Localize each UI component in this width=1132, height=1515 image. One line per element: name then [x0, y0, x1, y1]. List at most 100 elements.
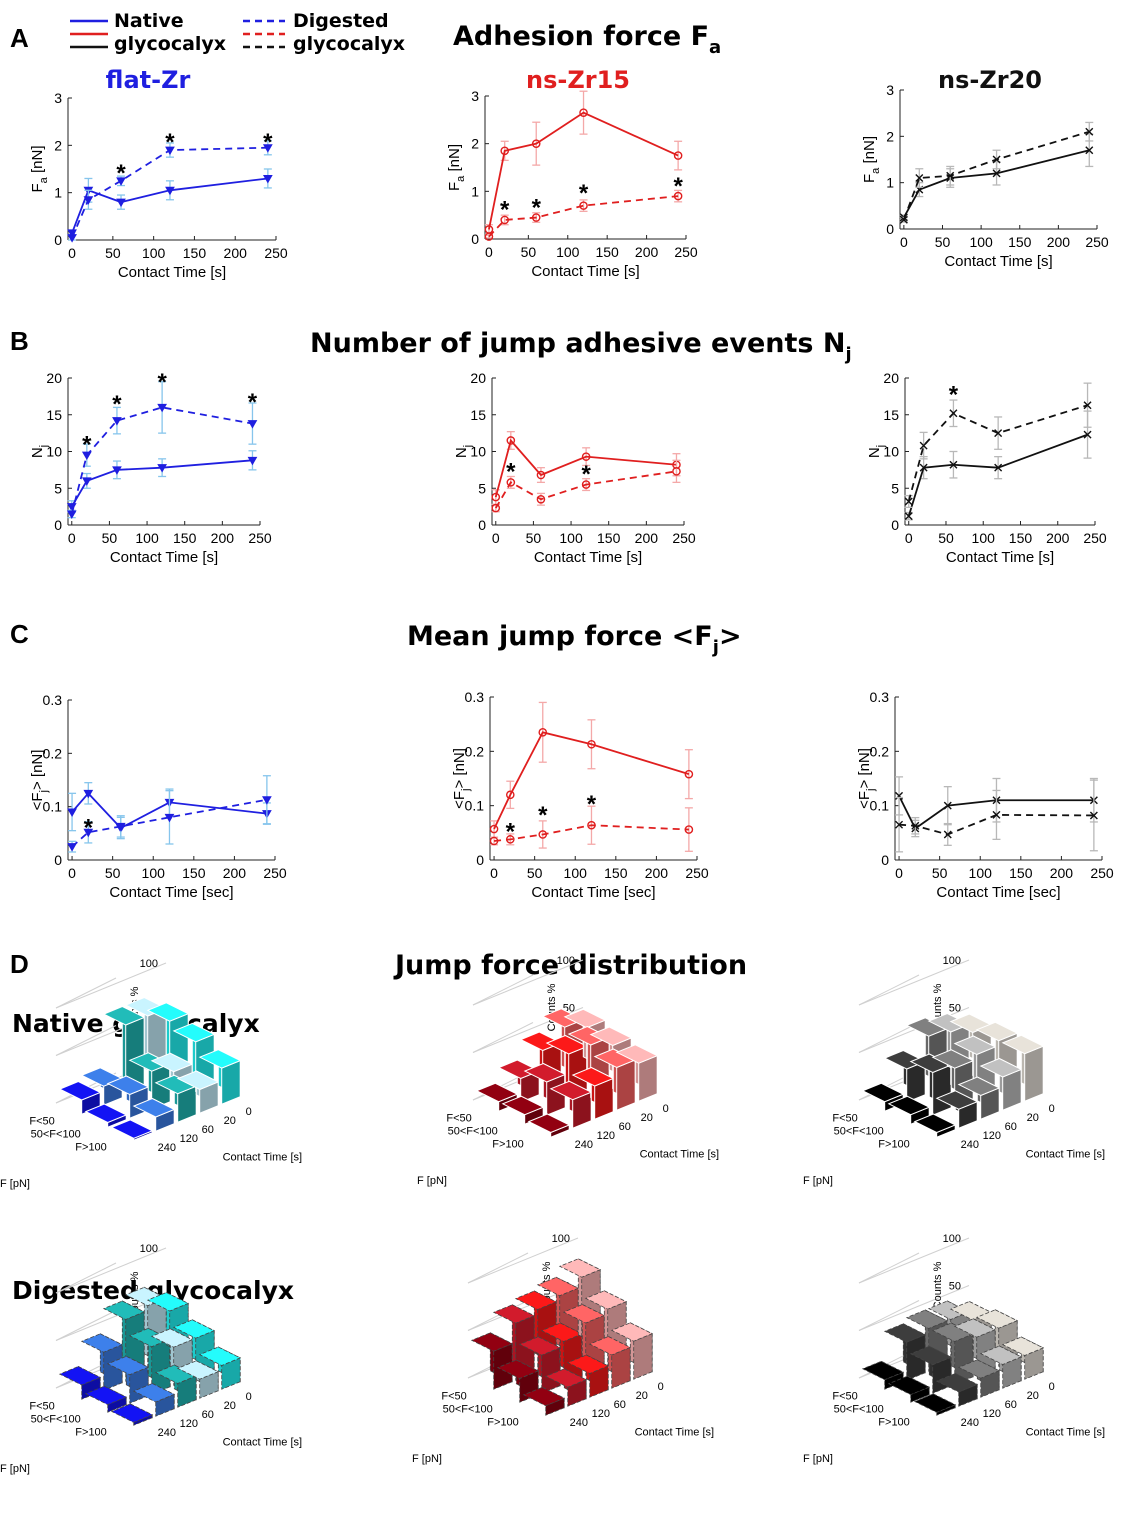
- bar-face: [133, 1414, 153, 1426]
- data-point: [919, 463, 928, 472]
- time-label: 0: [1049, 1381, 1055, 1393]
- bin-label: F<50: [441, 1390, 466, 1402]
- significance-star: *: [506, 459, 516, 486]
- data-point: [262, 796, 272, 805]
- bin-label: F>100: [75, 1141, 107, 1153]
- f-axis-label: F [pN]: [0, 1178, 30, 1190]
- significance-star: *: [581, 461, 591, 488]
- data-point: [895, 820, 904, 829]
- bar-face: [584, 1290, 628, 1310]
- grid-line: [55, 1247, 167, 1294]
- grid-line: [858, 1237, 970, 1284]
- y-tick-label: 0.1: [465, 798, 485, 814]
- x-tick-label: 100: [135, 530, 159, 546]
- y-tick-label: 10: [470, 444, 486, 460]
- x-tick-label: 0: [900, 234, 908, 250]
- x-tick-label: 250: [674, 244, 698, 260]
- y-tick-label: 0: [476, 852, 484, 868]
- bar-face: [176, 1360, 220, 1380]
- bar-face: [541, 1347, 561, 1394]
- x-tick-label: 250: [263, 865, 287, 881]
- chart-c-2: 0 0.1 0.2 0.3 0 50 100 150 200 250 Contact Time [s…: [856, 689, 1114, 901]
- legend-digested-label-1: Digested: [293, 10, 389, 32]
- data-point: [83, 789, 94, 799]
- data-point: [915, 174, 924, 183]
- x-tick-label: 0: [492, 530, 500, 546]
- bar-face: [545, 1397, 565, 1416]
- data-point: [67, 808, 77, 818]
- bar-face: [540, 1322, 584, 1342]
- data-point: [81, 451, 92, 461]
- y-axis-label: <Fj> [nN]: [856, 748, 877, 809]
- data-point: [83, 828, 94, 838]
- section-title-a: Adhesion force Fa: [453, 21, 721, 58]
- time-label: 60: [1005, 1121, 1017, 1133]
- time-axis-label: Contact Time [s]: [635, 1426, 714, 1438]
- data-point: [579, 108, 588, 117]
- bar-face: [527, 1113, 571, 1134]
- bar-face: [1001, 1336, 1045, 1356]
- grid-line: [55, 1025, 117, 1056]
- y-tick-label: 0: [881, 852, 889, 868]
- y-tick-label: 0: [478, 517, 486, 533]
- x-tick-label: 150: [595, 244, 619, 260]
- column-title-ns-zr20: ns-Zr20: [938, 66, 1042, 94]
- legend-native-label-1: Native: [114, 10, 184, 32]
- x-tick-label: 200: [645, 865, 669, 881]
- significance-star: *: [506, 818, 516, 845]
- time-label: 240: [570, 1417, 588, 1429]
- bar-face: [519, 1031, 563, 1052]
- time-label: 120: [983, 1408, 1001, 1420]
- chart-c-1: 0 0.1 0.2 0.3 0 50 100 150 200 250 Contact Time [s…: [451, 689, 709, 901]
- x-tick-label: 100: [564, 865, 588, 881]
- bar-face: [545, 1034, 589, 1055]
- bin-label: 50<F<100: [443, 1403, 493, 1415]
- x-tick-label: 250: [1090, 865, 1114, 881]
- bar-face: [571, 1066, 615, 1087]
- x-tick-label: 0: [905, 530, 913, 546]
- y-tick-label: 0.2: [43, 745, 63, 761]
- x-tick-label: 150: [1008, 234, 1032, 250]
- bar-face: [633, 1333, 653, 1380]
- bar-face: [497, 1059, 541, 1080]
- bar-face: [953, 1035, 997, 1056]
- data-point: [157, 403, 167, 413]
- time-label: 60: [1005, 1399, 1017, 1411]
- x-tick-label: 200: [635, 530, 659, 546]
- bar-face: [514, 1290, 558, 1310]
- significance-star: *: [248, 389, 258, 416]
- time-label: 60: [614, 1399, 626, 1411]
- significance-star: *: [165, 129, 175, 156]
- bar-face: [475, 1082, 519, 1103]
- data-point: [531, 139, 541, 148]
- x-tick-label: 150: [1009, 865, 1033, 881]
- bar-face: [150, 1052, 194, 1073]
- time-label: 60: [619, 1121, 631, 1133]
- bar-face: [615, 1044, 659, 1064]
- y-tick-label: 1: [471, 183, 479, 199]
- data-point: [949, 409, 958, 418]
- bar-face: [102, 1005, 146, 1026]
- time-label: 240: [158, 1142, 176, 1154]
- f-axis-label: F [pN]: [803, 1175, 833, 1187]
- bar-face: [1024, 1045, 1044, 1102]
- bar-face: [102, 1300, 146, 1320]
- x-axis-label: Contact Time [s]: [534, 549, 642, 566]
- data-point: [536, 494, 546, 504]
- y-tick-label: 0.1: [43, 799, 63, 815]
- f-axis-label: F [pN]: [0, 1463, 30, 1475]
- time-label: 240: [575, 1139, 593, 1151]
- z-tick-label: 50: [949, 1003, 961, 1015]
- bar-face: [887, 1375, 931, 1396]
- bar-face: [905, 1309, 949, 1329]
- x-tick-label: 200: [224, 245, 248, 261]
- column-title-ns-zr15: ns-Zr15: [526, 66, 630, 94]
- time-label: 0: [1049, 1103, 1055, 1115]
- time-label: 20: [1027, 1112, 1039, 1124]
- bar-face: [883, 1049, 927, 1070]
- grid-line: [55, 1310, 117, 1341]
